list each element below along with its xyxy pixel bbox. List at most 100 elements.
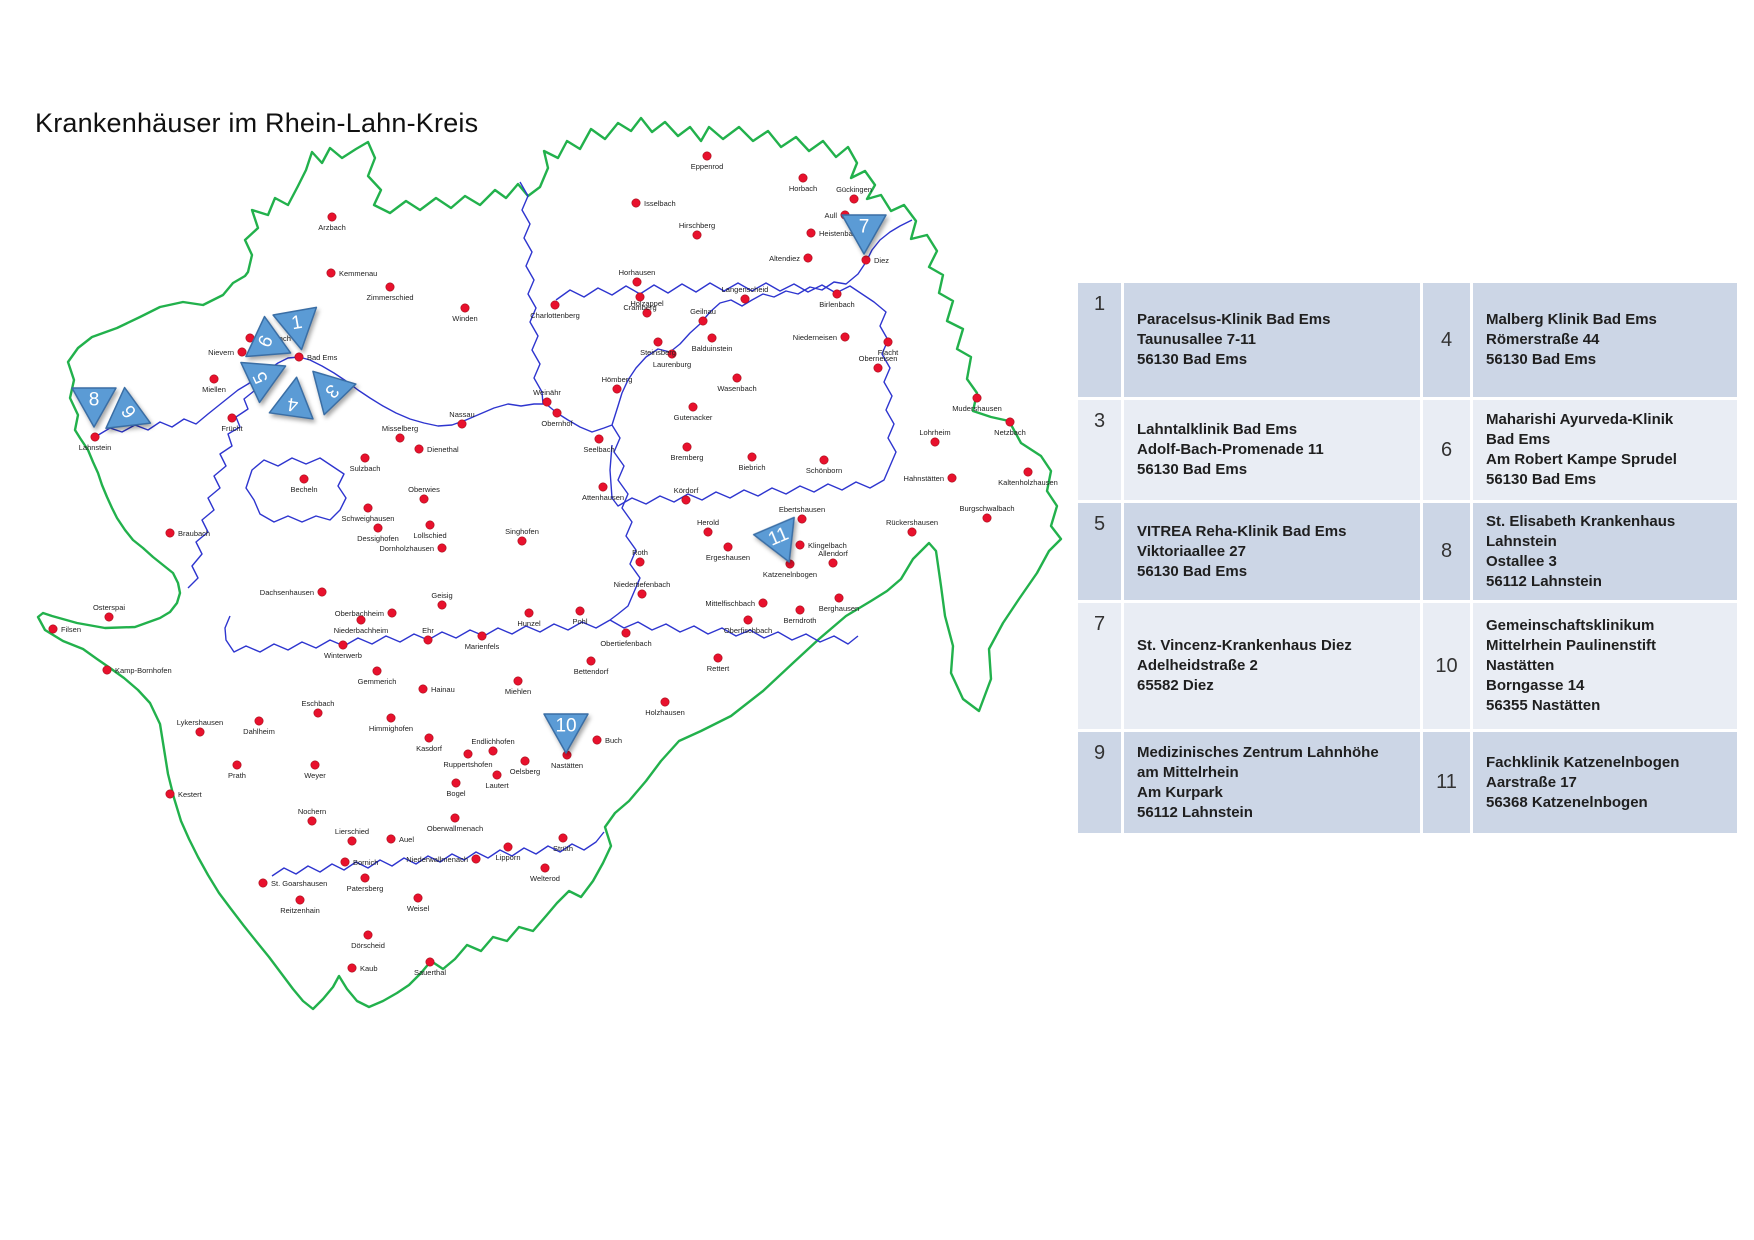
town-dot bbox=[340, 857, 350, 867]
hospital-number: 9 bbox=[1078, 732, 1121, 833]
town-label: Singhofen bbox=[505, 527, 539, 536]
town-label: Kamp-Bornhofen bbox=[115, 666, 172, 675]
town-dot bbox=[165, 528, 175, 538]
town-dot bbox=[360, 453, 370, 463]
hospital-info: Paracelsus-Klinik Bad Ems Taunusallee 7-… bbox=[1124, 283, 1420, 397]
town-label: Lautert bbox=[485, 781, 509, 790]
town-label: Hahnstätten bbox=[904, 474, 944, 483]
marker-number: 7 bbox=[859, 217, 870, 238]
town-label: Lipporn bbox=[495, 853, 520, 862]
town-dot bbox=[237, 347, 247, 357]
town-label: Osterspai bbox=[93, 603, 125, 612]
town-dot bbox=[713, 653, 723, 663]
town-label: St. Goarshausen bbox=[271, 879, 327, 888]
town-dot bbox=[707, 333, 717, 343]
town-dot bbox=[48, 624, 58, 634]
town-label: Nochern bbox=[298, 807, 326, 816]
town-label: Zimmerschied bbox=[366, 293, 413, 302]
town-dot bbox=[424, 733, 434, 743]
town-dot bbox=[732, 373, 742, 383]
hospital-number: 5 bbox=[1078, 503, 1121, 600]
hospital-marker: 10 bbox=[543, 713, 589, 754]
town-dot bbox=[460, 303, 470, 313]
town-label: Eppenrod bbox=[691, 162, 724, 171]
marker-triangle-icon bbox=[752, 516, 795, 563]
town-label: Berghausen bbox=[819, 604, 859, 613]
town-dot bbox=[972, 393, 982, 403]
town-dot bbox=[660, 697, 670, 707]
town-label: Horbach bbox=[789, 184, 817, 193]
inner-boundaries bbox=[94, 181, 913, 877]
hospital-number: 3 bbox=[1078, 400, 1121, 500]
hospital-info: St. Elisabeth Krankenhaus Lahnstein Osta… bbox=[1473, 503, 1737, 600]
hospital-table: 1 Paracelsus-Klinik Bad Ems Taunusallee 7… bbox=[1078, 283, 1737, 833]
town-label: Holzhausen bbox=[645, 708, 685, 717]
town-dot bbox=[425, 957, 435, 967]
town-label: Rückershausen bbox=[886, 518, 938, 527]
town-label: Winterwerb bbox=[324, 651, 362, 660]
town-dot bbox=[1023, 467, 1033, 477]
town-label: Isselbach bbox=[644, 199, 676, 208]
town-label: Wasenbach bbox=[717, 384, 756, 393]
town-dot bbox=[832, 289, 842, 299]
hospital-number: 6 bbox=[1423, 400, 1470, 500]
town-label: Obernhof bbox=[541, 419, 573, 428]
hospital-info: Medizinisches Zentrum Lahnhöhe am Mittel… bbox=[1124, 732, 1420, 833]
town-dot bbox=[104, 612, 114, 622]
town-dot bbox=[840, 332, 850, 342]
hospital-marker: 1 bbox=[272, 306, 318, 351]
town-label: Lahnstein bbox=[79, 443, 112, 452]
town-label: Marienfels bbox=[465, 642, 500, 651]
town-dot bbox=[254, 716, 264, 726]
town-dot bbox=[702, 151, 712, 161]
town-label: Sauerthal bbox=[414, 968, 446, 977]
town-dot bbox=[1005, 417, 1015, 427]
town-label: Sulzbach bbox=[350, 464, 381, 473]
hospital-number: 4 bbox=[1423, 283, 1470, 397]
district-border bbox=[36, 116, 1063, 1011]
town-label: Kaub bbox=[360, 964, 378, 973]
town-dot bbox=[227, 413, 237, 423]
town-label: Lollschied bbox=[413, 531, 446, 540]
town-dot bbox=[930, 437, 940, 447]
town-dot bbox=[743, 615, 753, 625]
town-label: Buch bbox=[605, 736, 622, 745]
town-dot bbox=[418, 684, 428, 694]
town-dot bbox=[310, 760, 320, 770]
town-label: Welterod bbox=[530, 874, 560, 883]
town-label: Oberbachheim bbox=[335, 609, 384, 618]
town-label: Schönborn bbox=[806, 466, 842, 475]
marker-triangle-icon bbox=[841, 214, 887, 255]
town-dot bbox=[90, 432, 100, 442]
town-label: Bornich bbox=[353, 858, 378, 867]
town-dot bbox=[632, 277, 642, 287]
town-dot bbox=[692, 230, 702, 240]
town-label: Weinähr bbox=[533, 388, 561, 397]
town-label: Holzappel bbox=[630, 299, 664, 308]
hospital-number: 1 bbox=[1078, 283, 1121, 397]
marker-number: 4 bbox=[286, 393, 300, 415]
town-dot bbox=[698, 316, 708, 326]
town-label: Schweighausen bbox=[342, 514, 395, 523]
town-dot bbox=[295, 895, 305, 905]
town-dot bbox=[457, 419, 467, 429]
town-label: Balduinstein bbox=[692, 344, 733, 353]
town-label: Gemmerich bbox=[358, 677, 397, 686]
town-dot bbox=[740, 294, 750, 304]
town-dot bbox=[386, 713, 396, 723]
town-label: Ebertshausen bbox=[779, 505, 825, 514]
town-dot bbox=[423, 635, 433, 645]
town-dot bbox=[360, 873, 370, 883]
town-label: Oberwies bbox=[408, 485, 440, 494]
town-label: Bremberg bbox=[671, 453, 704, 462]
hospital-marker: 3 bbox=[312, 370, 357, 416]
town-dot bbox=[524, 608, 534, 618]
town-dot bbox=[195, 727, 205, 737]
town-dot bbox=[450, 813, 460, 823]
town-label: Seelbach bbox=[583, 445, 614, 454]
town-label: Cramberg bbox=[623, 303, 656, 312]
hospital-marker: 4 bbox=[268, 376, 314, 420]
town-label: Oberwallmenach bbox=[427, 824, 483, 833]
marker-triangle-icon bbox=[240, 361, 287, 404]
